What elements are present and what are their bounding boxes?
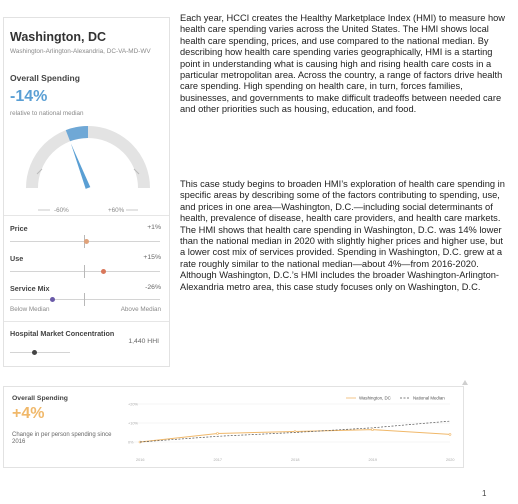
metric-label-price: Price	[10, 224, 28, 233]
gauge-tick-right	[133, 168, 140, 175]
metric-value-service-mix: -26%	[145, 284, 161, 291]
series-line	[139, 420, 451, 443]
metric-value-use: +15%	[143, 254, 161, 261]
metric-value-price: +1%	[147, 224, 161, 231]
relative-median-label: relative to national median	[10, 110, 84, 117]
x-tick-label: 2020	[446, 458, 454, 462]
metric-label-service-mix: Service Mix	[10, 284, 50, 293]
trend-value: +4%	[12, 405, 45, 422]
overall-spending-value: -14%	[10, 88, 48, 105]
intro-paragraph: Each year, HCCI creates the Healthy Mark…	[180, 13, 506, 115]
hhi-label: Hospital Market Concentration	[10, 329, 115, 338]
divider	[4, 215, 169, 216]
data-point	[371, 428, 374, 431]
legend-label: Washington, DC	[359, 396, 391, 401]
gauge-needle	[70, 143, 91, 189]
hhi-track	[10, 352, 70, 353]
data-point	[448, 433, 452, 436]
page-number: 1	[482, 489, 487, 498]
case-study-paragraph: This case study begins to broaden HMI’s …	[180, 179, 505, 292]
metric-label-use: Use	[10, 254, 24, 263]
below-median-label: Below Median	[10, 306, 50, 313]
median-tick	[84, 293, 85, 306]
metric-track-use	[10, 271, 160, 272]
metro-area-label: Washington-Arlington-Alexandria, DC-VA-M…	[10, 48, 151, 55]
gauge-fill	[65, 126, 89, 142]
y-tick-label: +10%	[128, 422, 138, 426]
marker-triangle-icon	[462, 380, 468, 385]
city-title: Washington, DC	[10, 30, 107, 44]
metric-marker-use	[101, 268, 107, 274]
trend-subtitle: Change in per person spending since 2016	[12, 432, 112, 446]
gauge-tick-left	[36, 168, 43, 175]
metric-track-service-mix	[10, 299, 160, 300]
hmi-summary-card: Washington, DC Washington-Arlington-Alex…	[3, 17, 170, 367]
x-tick-label: 2016	[136, 458, 144, 462]
metric-marker-service-mix	[50, 296, 55, 302]
x-tick-label: 2017	[214, 458, 222, 462]
median-tick	[84, 265, 85, 278]
trend-title: Overall Spending	[12, 395, 68, 402]
data-point	[216, 432, 219, 435]
x-tick-label: 2018	[291, 458, 299, 462]
gauge-right-label: +60%	[108, 207, 125, 214]
hhi-marker	[31, 349, 37, 355]
divider	[4, 321, 169, 322]
y-tick-label: +20%	[128, 403, 138, 407]
y-tick-label: 0%	[128, 441, 134, 445]
spending-trend-card: Overall Spending +4% Change in per perso…	[3, 386, 464, 468]
spending-gauge: -60% +60%	[26, 126, 150, 214]
trend-line-chart: +20% +10% 0% 2016 2017 2018 2019 2020 Washington…	[128, 396, 454, 463]
above-median-label: Above Median	[120, 306, 161, 313]
gauge-left-label: -60%	[54, 207, 69, 214]
hhi-value: 1,440 HHI	[128, 338, 159, 345]
x-tick-label: 2019	[369, 458, 377, 462]
metric-marker-price	[83, 238, 89, 244]
overall-spending-label: Overall Spending	[10, 73, 80, 83]
gauge-track	[26, 126, 150, 189]
legend-label: National Median	[413, 396, 445, 401]
